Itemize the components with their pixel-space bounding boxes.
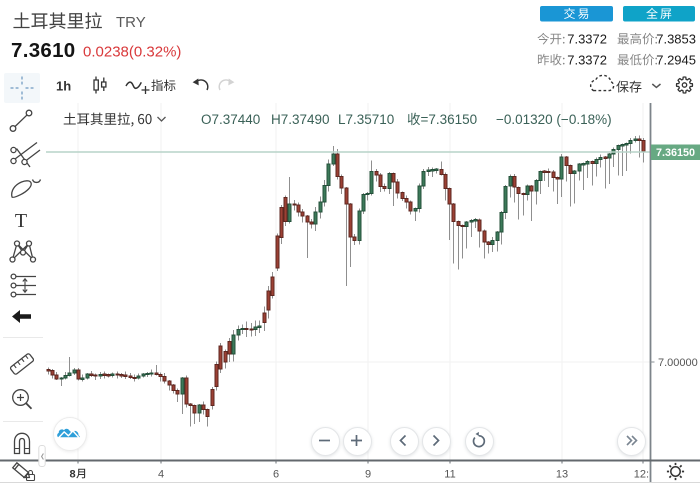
- svg-text:1h: 1h: [56, 79, 71, 94]
- svg-text:7.00000: 7.00000: [658, 357, 698, 369]
- svg-text:=7.36150: =7.36150: [421, 112, 478, 127]
- svg-text:7.3372: 7.3372: [567, 52, 607, 67]
- svg-text:7.3853: 7.3853: [656, 31, 696, 46]
- svg-text:8: 8: [70, 469, 76, 481]
- svg-text:L7.35710: L7.35710: [338, 112, 394, 127]
- svg-text:7.3372: 7.3372: [567, 31, 607, 46]
- svg-text:11: 11: [444, 469, 455, 481]
- svg-text:6: 6: [273, 469, 279, 481]
- svg-text:TRY: TRY: [116, 14, 146, 31]
- svg-text:O7.37440: O7.37440: [201, 112, 260, 127]
- svg-text:13: 13: [556, 469, 568, 481]
- svg-text:7.36150: 7.36150: [656, 147, 695, 159]
- svg-text:H7.37490: H7.37490: [271, 112, 330, 127]
- svg-text:4: 4: [158, 469, 164, 481]
- svg-text:12:: 12:: [634, 469, 649, 481]
- svg-text:7.2945: 7.2945: [656, 52, 696, 67]
- svg-text:0.0238(0.32%): 0.0238(0.32%): [83, 44, 181, 61]
- svg-text:9: 9: [365, 469, 371, 481]
- svg-text:−0.01320 (−0.18%): −0.01320 (−0.18%): [496, 112, 612, 127]
- svg-text:7.3610: 7.3610: [11, 39, 76, 62]
- svg-text:T: T: [15, 210, 27, 232]
